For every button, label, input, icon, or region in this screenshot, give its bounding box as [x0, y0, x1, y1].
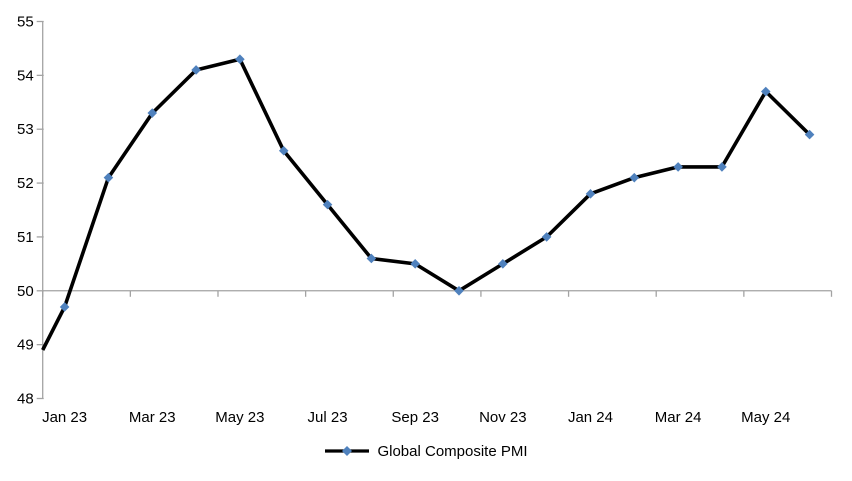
legend-line-marker-icon — [325, 446, 370, 456]
data-point-marker — [322, 199, 333, 210]
data-point-marker — [191, 65, 201, 75]
x-axis-tick-label: Jan 24 — [568, 409, 613, 426]
data-point-marker — [454, 285, 464, 296]
chart-legend: Global Composite PMI — [0, 438, 852, 464]
y-axis-tick-label: 50 — [17, 283, 34, 300]
y-axis-tick-label: 51 — [17, 229, 34, 246]
data-point-marker — [410, 259, 420, 269]
data-point-marker — [147, 108, 158, 118]
data-point-marker — [366, 253, 377, 264]
data-point-marker — [103, 172, 114, 183]
y-axis-tick-label: 49 — [17, 337, 34, 354]
data-point-marker — [541, 232, 552, 242]
data-point-marker — [804, 129, 815, 140]
data-point-marker — [59, 302, 70, 312]
series-line — [41, 57, 811, 351]
y-axis-tick-label: 48 — [17, 391, 34, 408]
data-point-marker — [278, 145, 289, 156]
x-axis-tick-label: Sep 23 — [391, 409, 439, 426]
y-axis-tick-label: 55 — [17, 14, 34, 31]
x-axis-tick-label: May 23 — [215, 409, 264, 426]
data-point-marker — [717, 162, 727, 172]
x-axis-tick-label: Mar 23 — [129, 409, 176, 426]
legend-diamond-marker — [342, 446, 353, 456]
data-point-marker — [585, 189, 596, 199]
x-axis-tick-label: Nov 23 — [479, 409, 527, 426]
y-axis-tick-label: 54 — [17, 67, 34, 84]
x-axis-tick-label: Jul 23 — [308, 409, 348, 426]
data-point-marker — [673, 162, 683, 172]
data-point-marker — [498, 259, 508, 269]
data-point-marker — [235, 54, 245, 64]
data-point-marker — [629, 172, 640, 183]
x-axis-tick-label: May 24 — [741, 409, 790, 426]
x-axis-tick-label: Jan 23 — [42, 409, 87, 426]
y-axis-tick-label: 52 — [17, 175, 34, 192]
y-axis-tick-label: 53 — [17, 121, 34, 138]
x-axis-tick-label: Mar 24 — [655, 409, 702, 426]
legend-label: Global Composite PMI — [377, 442, 528, 460]
data-point-marker — [760, 86, 771, 97]
